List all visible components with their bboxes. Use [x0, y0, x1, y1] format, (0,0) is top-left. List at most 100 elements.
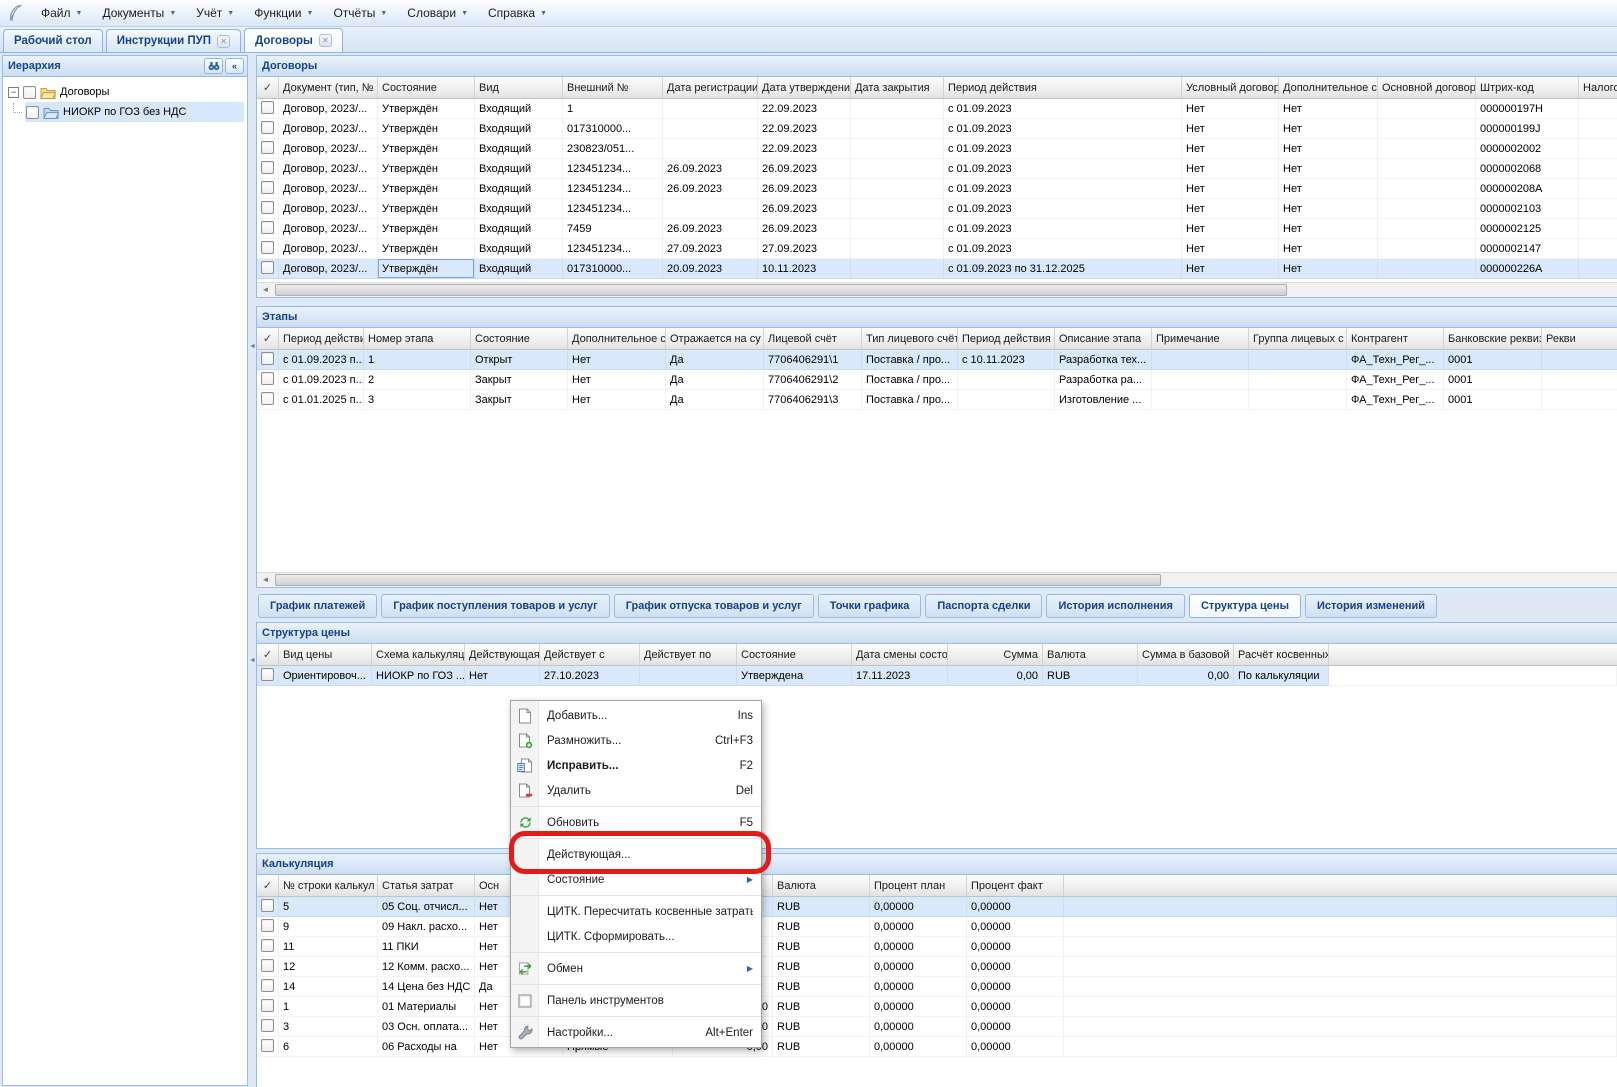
search-binoculars-button[interactable] [204, 58, 223, 74]
row-checkbox[interactable] [261, 352, 274, 365]
column-header[interactable]: Период действия [944, 77, 1182, 99]
column-header[interactable]: Тип лицевого счёт [862, 328, 958, 350]
column-header[interactable]: Рекви [1542, 328, 1617, 350]
menu-item-citk-recalc[interactable]: ЦИТК. Пересчитать косвенные затраты... [547, 905, 753, 918]
close-icon[interactable]: ✕ [217, 34, 231, 48]
table-row[interactable]: с 01.01.2025 п... 3 Закрыт Нет Да 7706406291\… [257, 390, 1617, 410]
column-header[interactable]: Штрих-код [1476, 77, 1579, 99]
main-tab-1[interactable]: Инструкции ПУП ✕ [105, 29, 242, 52]
row-checkbox[interactable] [261, 1019, 274, 1032]
column-header[interactable]: Схема калькуляци [372, 644, 465, 666]
subtab-5[interactable]: История исполнения [1046, 594, 1185, 618]
column-header[interactable]: Лицевой счёт [764, 328, 862, 350]
column-header[interactable]: Период действия.. [279, 328, 364, 350]
column-header[interactable]: Статья затрат [378, 875, 475, 897]
table-row[interactable]: Договор, 2023/... Утверждён Входящий 017310… [257, 259, 1617, 279]
panel-splitter[interactable]: ◄ ◄ [248, 55, 256, 1087]
menu-item-current[interactable]: Действующая... [547, 848, 631, 861]
scrollbar-thumb[interactable] [275, 284, 1287, 296]
row-checkbox[interactable] [261, 181, 274, 194]
row-checkbox[interactable] [261, 392, 274, 405]
column-header[interactable]: Состояние [378, 77, 475, 99]
column-header[interactable]: Описание этапа [1055, 328, 1152, 350]
table-row[interactable]: 5 05 Соц. отчисл... Нет RUB 0,00000 0,00000 [257, 897, 1617, 917]
menubar-item-1[interactable]: Документы ▼ [102, 6, 177, 20]
row-checkbox[interactable] [261, 939, 274, 952]
menu-item-exchange[interactable]: Обмен ▶ [511, 956, 761, 981]
column-header[interactable]: Действует с [540, 644, 640, 666]
column-header[interactable]: Сумма в базовой в [1138, 644, 1234, 666]
row-checkbox[interactable] [261, 372, 274, 385]
table-row[interactable]: Договор, 2023/... Утверждён Входящий 017310… [257, 119, 1617, 139]
column-header[interactable]: Валюта [773, 875, 870, 897]
column-header[interactable]: ✓ [257, 328, 279, 350]
subtab-6[interactable]: Структура цены [1188, 594, 1301, 618]
column-header[interactable]: Сумма [948, 644, 1043, 666]
splitter-collapse-icon[interactable]: ◄ [249, 343, 256, 350]
menubar-item-0[interactable]: Файл ▼ [41, 6, 83, 20]
menu-item-add[interactable]: Добавить... Ins [511, 703, 761, 728]
table-row[interactable]: Договор, 2023/... Утверждён Входящий 123451… [257, 159, 1617, 179]
subtab-0[interactable]: График платежей [258, 594, 378, 618]
row-checkbox[interactable] [261, 241, 274, 254]
column-header[interactable]: ✓ [257, 77, 279, 99]
column-header[interactable]: Дополнительное с [1279, 77, 1378, 99]
column-header[interactable]: Состояние [737, 644, 852, 666]
row-checkbox[interactable] [261, 161, 274, 174]
menu-item-refresh[interactable]: Обновить F5 [511, 810, 761, 835]
table-row[interactable]: с 01.09.2023 п... 1 Открыт Нет Да 7706406291\… [257, 350, 1617, 370]
tree-node-checkbox[interactable] [23, 85, 36, 99]
tree-node-contracts[interactable]: − Договоры [6, 82, 244, 102]
column-header[interactable]: Налогов [1579, 77, 1617, 99]
table-row[interactable]: 14 14 Цена без НДС Да RUB 0,00000 0,00000 [257, 977, 1617, 997]
menubar-item-3[interactable]: Функции ▼ [254, 6, 314, 20]
row-checkbox[interactable] [261, 101, 274, 114]
column-header[interactable]: Состояние [471, 328, 568, 350]
subtab-7[interactable]: История изменений [1304, 594, 1438, 618]
column-header[interactable]: Контрагент [1347, 328, 1444, 350]
menubar-item-2[interactable]: Учёт ▼ [196, 6, 235, 20]
row-checkbox[interactable] [261, 899, 274, 912]
table-row[interactable]: Договор, 2023/... Утверждён Входящий 230823… [257, 139, 1617, 159]
column-header[interactable]: Банковские реквиз [1444, 328, 1542, 350]
column-header[interactable]: Действующая [465, 644, 540, 666]
column-header[interactable]: ✓ [257, 644, 279, 666]
row-checkbox[interactable] [261, 141, 274, 154]
table-row[interactable]: Договор, 2023/... Утверждён Входящий 123451… [257, 239, 1617, 259]
column-header[interactable]: Дополнительное с [568, 328, 666, 350]
table-row[interactable]: Договор, 2023/... Утверждён Входящий 7459 26… [257, 219, 1617, 239]
collapse-expander-icon[interactable]: − [8, 86, 19, 98]
table-row[interactable]: 101 МатериалыНетПрямые0,00RUB0,000000,00… [257, 997, 1617, 1017]
scrollbar-thumb[interactable] [275, 574, 1161, 586]
column-header[interactable]: Процент факт [967, 875, 1064, 897]
subtab-2[interactable]: График отпуска товаров и услуг [613, 594, 814, 618]
row-checkbox[interactable] [261, 959, 274, 972]
table-row[interactable]: 303 Осн. оплата...НетПрямые0,00RUB0,0000… [257, 1017, 1617, 1037]
table-row[interactable]: Договор, 2023/... Утверждён Входящий 1 22.09… [257, 99, 1617, 119]
tree-node-checkbox[interactable] [26, 105, 39, 119]
collapse-panel-button[interactable]: « [225, 58, 244, 74]
column-header[interactable]: Документ (тип, № [279, 77, 378, 99]
column-header[interactable]: Основной договор [1378, 77, 1476, 99]
menu-item-delete[interactable]: Удалить Del [511, 778, 761, 803]
row-checkbox[interactable] [261, 999, 274, 1012]
table-row[interactable]: с 01.09.2023 п... 2 Закрыт Нет Да 7706406291\… [257, 370, 1617, 390]
column-header[interactable]: Период действия л [958, 328, 1055, 350]
column-header[interactable]: Вид [475, 77, 563, 99]
scroll-left-icon[interactable]: ◄ [257, 573, 274, 587]
table-row[interactable]: 11 11 ПКИ Нет RUB 0,00000 0,00000 [257, 937, 1617, 957]
column-header[interactable]: № строки калькул [279, 875, 378, 897]
menu-item-duplicate[interactable]: Размножить... Ctrl+F3 [511, 728, 761, 753]
column-header[interactable]: Дата регистрации. [663, 77, 758, 99]
column-header[interactable]: Номер этапа [364, 328, 471, 350]
column-header[interactable]: Процент план [870, 875, 967, 897]
row-checkbox[interactable] [261, 979, 274, 992]
row-checkbox[interactable] [261, 201, 274, 214]
row-checkbox[interactable] [261, 221, 274, 234]
subtab-4[interactable]: Паспорта сделки [925, 594, 1043, 618]
subtab-3[interactable]: Точки графика [817, 594, 922, 618]
menubar-item-6[interactable]: Справка ▼ [488, 6, 548, 20]
table-row[interactable]: 9 09 Накл. расхо... Нет RUB 0,00000 0,00000 [257, 917, 1617, 937]
row-checkbox[interactable] [261, 261, 274, 274]
column-header[interactable]: Дата смены состоя [852, 644, 948, 666]
